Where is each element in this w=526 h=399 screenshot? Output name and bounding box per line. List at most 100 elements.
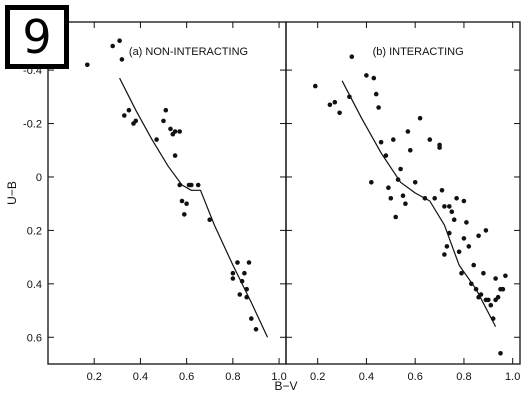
data-point [442,252,447,257]
data-point [449,209,455,214]
data-point [398,166,403,172]
data-point [498,351,503,356]
panel-b-interacting: 0.2 0.4 0.6 0.8 1.0 (b) INTERACTING [285,21,521,383]
data-point [444,244,450,249]
data-point [154,137,159,142]
data-point [189,182,194,188]
fitted-curve [341,80,497,327]
data-point [184,201,189,206]
data-point [447,204,452,209]
data-point [395,177,401,182]
data-point [126,107,132,113]
data-point [246,260,252,265]
x-tick-label: 1.0 [505,371,520,383]
data-point [451,217,457,222]
plot-frame [285,21,521,365]
y-axis-title: U−B [5,181,19,205]
x-tick-label: 0.8 [456,371,471,383]
data-point [349,54,355,59]
data-point [481,270,486,276]
x-tick-label: 0.2 [87,371,102,383]
data-point [110,43,115,49]
data-point [473,286,479,292]
data-point [476,294,481,300]
data-point [432,196,438,201]
data-point [437,142,442,148]
x-tick-label: 0.6 [179,371,194,383]
data-point [427,137,433,142]
data-point [386,185,391,190]
x-tick-label: 0.4 [359,371,374,383]
data-point [177,182,182,188]
data-point [122,113,127,118]
data-point [327,102,333,108]
data-point [117,38,122,43]
x-tick-label: 0.6 [408,371,423,383]
data-point [244,286,249,292]
data-point [393,214,399,220]
data-point [388,196,394,201]
panel-title: (b) INTERACTING [373,46,464,58]
data-point [332,99,338,105]
data-point [500,286,506,292]
data-point [471,262,477,268]
x-tick-label: 0.2 [310,371,325,383]
x-tick-label: 0.8 [225,371,240,383]
data-point [172,153,178,158]
data-point [483,228,489,233]
data-point [239,278,245,284]
data-point [177,129,182,134]
data-point [249,316,254,321]
data-point [230,276,236,281]
data-point [408,148,413,153]
fitted-curve [119,77,269,338]
data-point [469,281,474,287]
data-point [442,204,447,209]
data-point [503,273,508,279]
data-point [422,196,428,201]
data-point [244,294,249,300]
data-point [417,115,423,121]
data-point [163,107,169,113]
data-point [119,57,125,62]
figure-number-label: 9 [22,10,52,64]
data-point [161,118,166,124]
data-point [493,297,498,303]
x-axis-title: B−V [274,379,297,393]
data-point [253,327,259,332]
data-point [172,129,178,134]
data-point [364,73,369,78]
data-point [378,139,384,145]
data-point [235,260,240,265]
data-point [488,302,494,308]
data-point [405,129,411,134]
data-point [490,316,496,321]
data-point [391,137,396,142]
data-point [195,182,201,188]
data-point [168,126,173,132]
data-point [412,180,418,185]
data-point [373,91,379,97]
data-point [461,236,467,241]
data-point [383,153,389,158]
data-point [439,188,445,193]
y-tick-label: -0.2 [23,119,42,131]
data-point [371,75,377,81]
data-point [459,270,464,276]
y-tick-label: 0.2 [27,225,42,237]
data-point [486,297,491,303]
data-point [466,244,472,249]
data-point [179,198,185,204]
data-point [456,249,462,255]
data-point [182,212,187,217]
y-tick-label: 0.4 [27,279,42,291]
data-point [237,292,243,297]
panel-title: (a) NON-INTERACTING [129,46,248,58]
data-point [400,193,406,198]
data-point [369,180,374,185]
data-point [337,110,342,116]
data-point [476,233,481,239]
data-point [464,220,469,225]
panel-a-non-interacting: 0.2 0.4 0.6 0.8 1.0-0.4-0.200.20.40.6(a) NON… [5,21,298,393]
